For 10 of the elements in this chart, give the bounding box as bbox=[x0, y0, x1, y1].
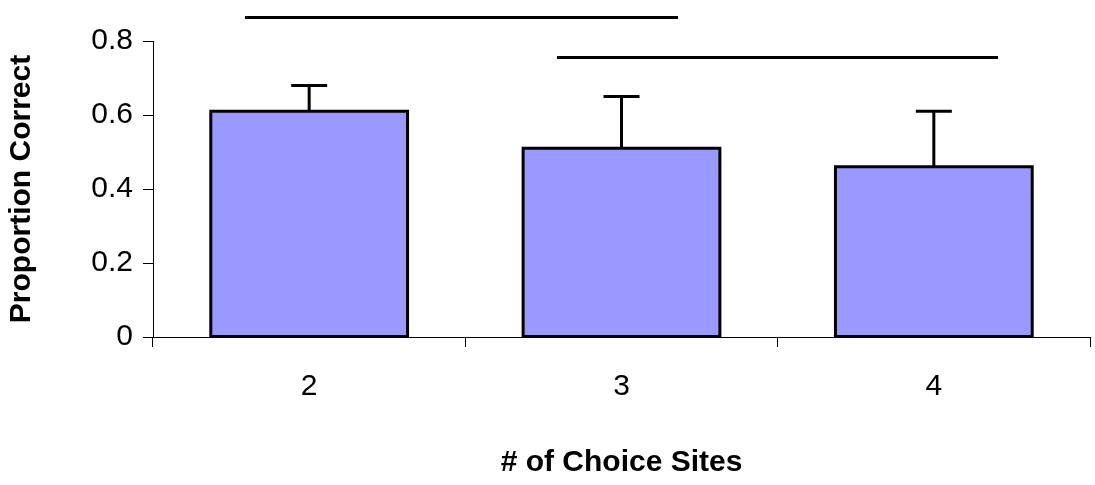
x-tick-label: 3 bbox=[613, 368, 630, 402]
y-axis-title: Proportion Correct bbox=[3, 54, 37, 324]
x-axis-title: # of Choice Sites bbox=[500, 444, 743, 478]
y-tick-label: 0.8 bbox=[91, 22, 133, 56]
y-tick-label: 0.2 bbox=[91, 244, 133, 278]
x-tick-label: 2 bbox=[300, 368, 318, 402]
y-tick-label: 0.6 bbox=[91, 96, 133, 130]
x-tick-label: 4 bbox=[925, 368, 943, 402]
y-tick-label: 0 bbox=[116, 318, 133, 352]
y-tick-label: 0.4 bbox=[91, 170, 133, 204]
